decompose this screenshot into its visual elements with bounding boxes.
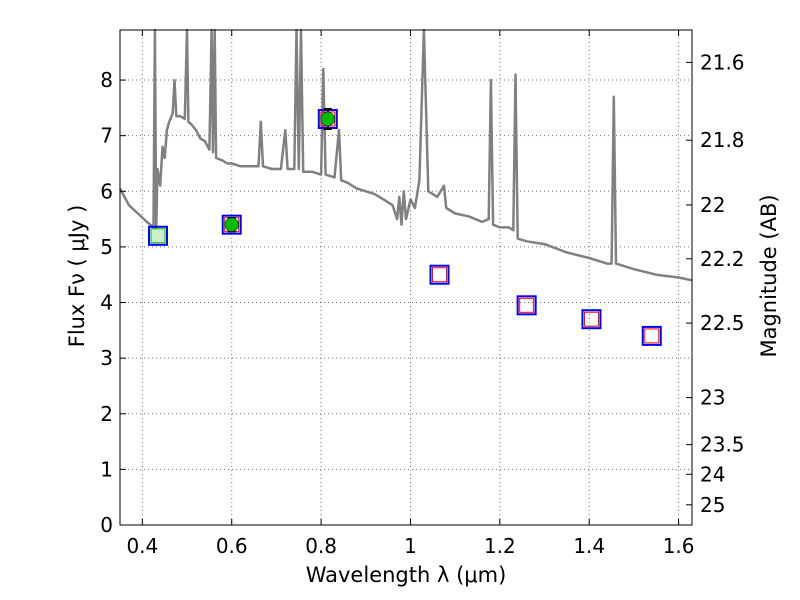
y-tick-label: 6 [100, 179, 113, 203]
x-tick-label: 1 [404, 534, 417, 558]
plot-frame [119, 29, 693, 526]
tick-layer: 0.4 0.6 0.8 1 1.2 1.4 1.601234567821.621.82222… [100, 30, 745, 558]
x-tick-label: 0.4 [126, 534, 158, 558]
model-point-inner [432, 267, 448, 283]
model-point-box [641, 325, 662, 346]
model-point-inner [519, 297, 535, 313]
model-point-inner [644, 328, 660, 344]
sed-line-layer [118, 28, 693, 282]
model-point-box [221, 214, 242, 235]
mag-tick-label: 24 [700, 462, 725, 486]
observed-point [320, 111, 336, 127]
model-point-box [147, 225, 168, 246]
mag-tick-label: 25 [700, 493, 725, 517]
y-axis-label: Flux Fν ( μJy ) [65, 205, 89, 348]
model-point-box [429, 264, 450, 285]
y-tick-label: 1 [100, 457, 113, 481]
x-tick-label: 1.4 [573, 534, 605, 558]
mag-tick-label: 22.5 [700, 311, 745, 335]
y-tick-label: 3 [100, 346, 113, 370]
x-tick-label: 0.8 [305, 534, 337, 558]
mag-tick-label: 21.6 [700, 50, 745, 74]
y-tick-label: 5 [100, 235, 113, 259]
mag-tick-label: 22 [700, 193, 725, 217]
x-axis-label: Wavelength λ (μm) [306, 563, 507, 587]
mag-tick-label: 23 [700, 386, 725, 410]
x-tick-label: 1.2 [484, 534, 516, 558]
x-tick-label: 0.6 [216, 534, 248, 558]
model-point-inner [150, 228, 166, 244]
model-point-inner [583, 311, 599, 327]
grid-layer [120, 30, 692, 526]
y-tick-label: 7 [100, 124, 113, 148]
sed-line [118, 28, 693, 282]
points-layer [147, 107, 662, 346]
y-tick-label: 2 [100, 402, 113, 426]
y-tick-label: 4 [100, 291, 113, 315]
model-point-box [516, 295, 537, 316]
y2-axis-label: Magnitude (AB) [757, 194, 781, 357]
y-tick-label: 8 [100, 68, 113, 92]
model-point-box [581, 309, 602, 330]
mag-tick-label: 23.5 [700, 433, 745, 457]
mag-tick-label: 22.2 [700, 247, 745, 271]
y-tick-label: 0 [100, 513, 113, 537]
mag-tick-label: 21.8 [700, 128, 745, 152]
observed-point [224, 217, 239, 232]
x-tick-label: 1.6 [663, 534, 695, 558]
